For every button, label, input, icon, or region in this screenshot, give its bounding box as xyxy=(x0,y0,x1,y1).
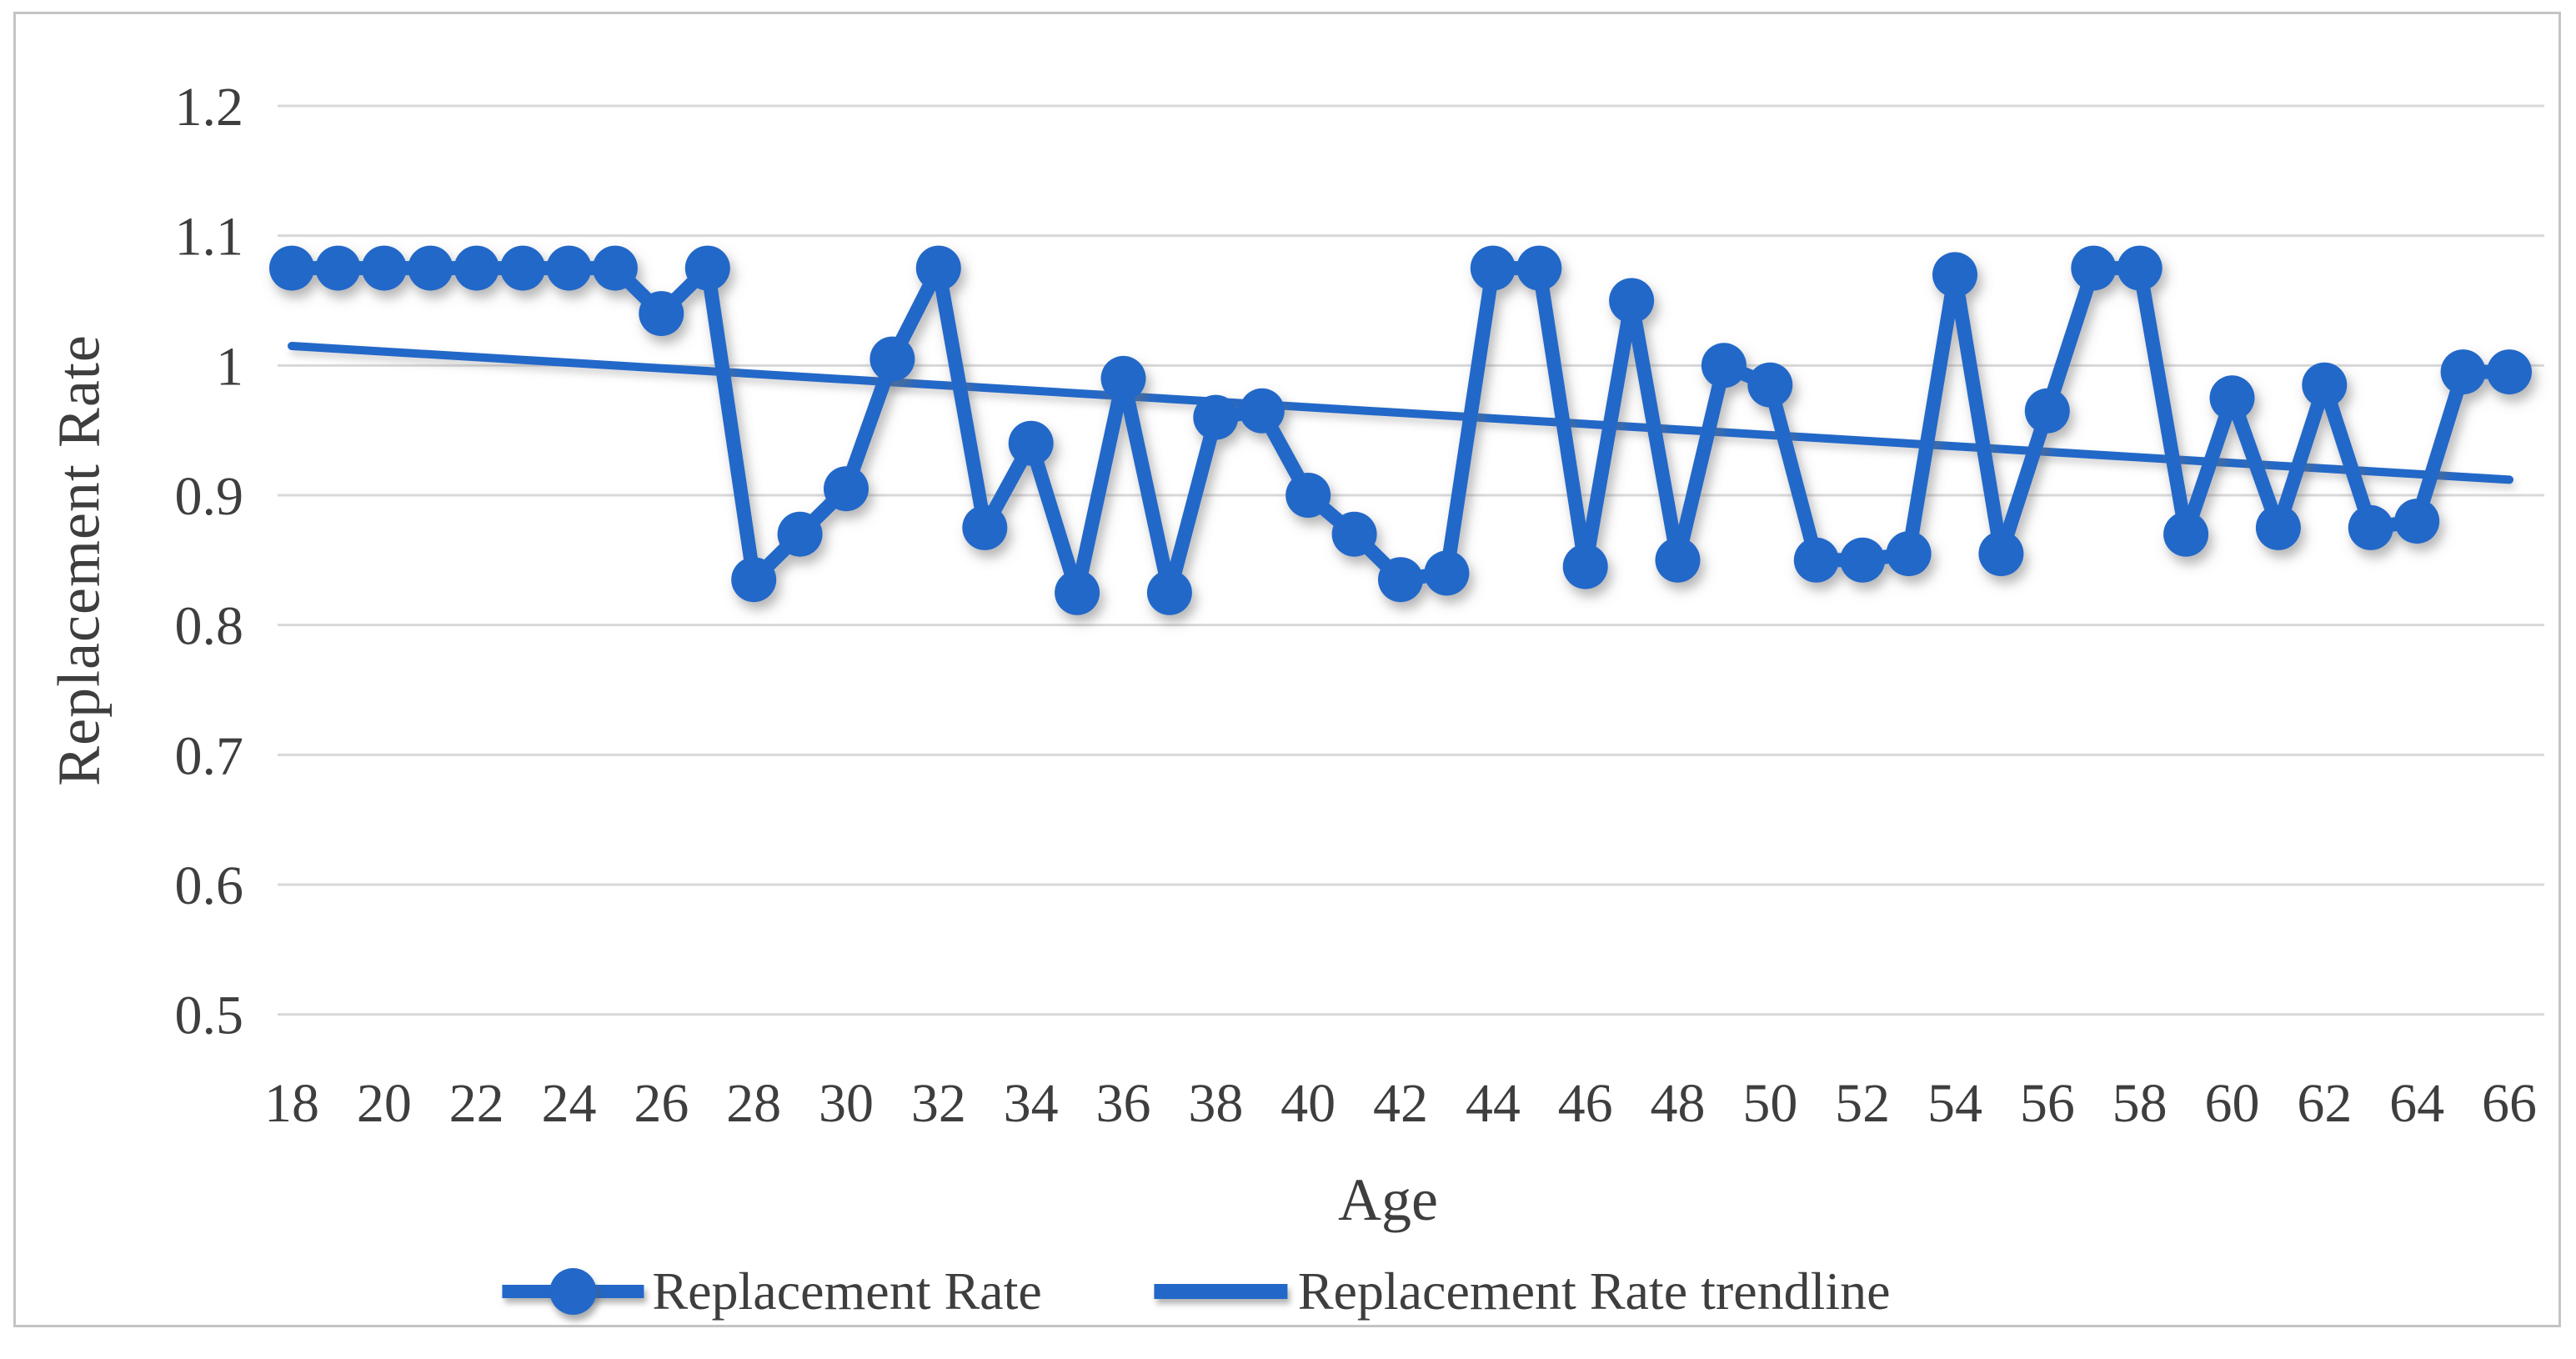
series-marker xyxy=(2071,245,2117,291)
series-marker xyxy=(1932,252,1977,298)
series-marker xyxy=(915,245,961,291)
y-axis-title: Replacement Rate xyxy=(45,334,113,786)
x-tick-label: 50 xyxy=(1742,1073,1797,1134)
series-marker xyxy=(1516,245,1562,291)
x-tick-label: 26 xyxy=(634,1073,689,1134)
series-marker xyxy=(1793,537,1839,583)
legend-label-replacement-rate: Replacement Rate xyxy=(652,1261,1042,1321)
series-marker xyxy=(2209,375,2255,421)
y-tick-label: 1.2 xyxy=(175,77,244,138)
x-tick-label: 32 xyxy=(911,1073,966,1134)
trendline-series xyxy=(288,341,2514,484)
y-tick-label: 0.8 xyxy=(175,596,244,657)
x-tick-label: 24 xyxy=(542,1073,597,1134)
series-marker xyxy=(1378,557,1423,603)
x-tick-label: 22 xyxy=(449,1073,504,1134)
series-marker xyxy=(592,245,638,291)
series-marker xyxy=(2348,504,2393,550)
series-marker xyxy=(1978,531,2024,577)
series-marker xyxy=(1470,245,1516,291)
series-marker xyxy=(684,245,730,291)
x-tick-label: 52 xyxy=(1835,1073,1890,1134)
x-tick-label: 66 xyxy=(2482,1073,2537,1134)
series-marker xyxy=(870,336,915,382)
legend-item-trendline: Replacement Rate trendline xyxy=(1154,1261,1891,1322)
series-marker xyxy=(1424,550,1470,596)
y-axis-tick-labels: 1.2 1.1 1 0.9 0.8 0.7 0.6 0.5 xyxy=(175,77,244,1046)
series-marker xyxy=(500,245,546,291)
x-tick-label: 54 xyxy=(1927,1073,1982,1134)
y-tick-label: 0.6 xyxy=(175,855,244,916)
y-tick-label: 0.5 xyxy=(175,985,244,1046)
x-axis-tick-labels: 18 20 22 24 26 28 30 32 34 36 38 40 42 44 46 48 50 52 54 56… xyxy=(264,1073,2537,1134)
series-marker xyxy=(639,291,684,337)
series-marker xyxy=(546,245,592,291)
series-marker xyxy=(1747,362,1793,408)
x-tick-label: 34 xyxy=(1004,1073,1059,1134)
series-marker xyxy=(1609,278,1655,323)
series-marker xyxy=(1331,511,1377,557)
series-marker xyxy=(315,245,361,291)
series-marker xyxy=(1055,569,1100,615)
y-tick-label: 1 xyxy=(216,336,243,397)
x-tick-label: 64 xyxy=(2389,1073,2444,1134)
series-marker xyxy=(2255,504,2301,550)
series-marker xyxy=(2163,511,2209,557)
series-marker xyxy=(1886,531,1932,577)
trendline xyxy=(288,341,2514,484)
x-tick-label: 42 xyxy=(1373,1073,1428,1134)
series-marker xyxy=(2024,388,2070,434)
series-marker xyxy=(777,511,823,557)
legend-label-trendline: Replacement Rate trendline xyxy=(1297,1261,1891,1321)
y-tick-label: 0.9 xyxy=(175,466,244,527)
x-tick-label: 46 xyxy=(1558,1073,1613,1134)
line-with-marker-icon xyxy=(502,1267,644,1316)
series-marker xyxy=(1840,537,1886,583)
x-tick-label: 62 xyxy=(2297,1073,2352,1134)
x-tick-label: 60 xyxy=(2205,1073,2260,1134)
x-tick-label: 30 xyxy=(819,1073,874,1134)
x-tick-label: 18 xyxy=(264,1073,319,1134)
series-marker xyxy=(1285,473,1331,518)
y-tick-label: 1.1 xyxy=(175,207,244,268)
series-marker xyxy=(1239,388,1285,434)
series-marker xyxy=(2394,499,2440,544)
y-tick-label: 0.7 xyxy=(175,725,244,786)
replacement-rate-series xyxy=(269,245,2532,615)
x-tick-label: 28 xyxy=(726,1073,781,1134)
x-tick-label: 20 xyxy=(357,1073,412,1134)
series-marker xyxy=(824,466,869,512)
legend-item-replacement-rate: Replacement Rate xyxy=(502,1261,1042,1322)
x-tick-label: 48 xyxy=(1651,1073,1706,1134)
series-marker xyxy=(1100,355,1146,401)
x-tick-label: 56 xyxy=(2020,1073,2075,1134)
series-marker xyxy=(269,245,314,291)
x-tick-label: 40 xyxy=(1280,1073,1336,1134)
series-marker xyxy=(2487,349,2532,395)
series-marker xyxy=(962,504,1008,550)
series-marker xyxy=(361,245,407,291)
series-marker xyxy=(1655,537,1701,583)
series-marker xyxy=(1146,569,1192,615)
series-marker xyxy=(1193,394,1239,440)
legend: Replacement Rate Replacement Rate trendl… xyxy=(502,1261,1891,1322)
chart-frame xyxy=(13,12,2561,1327)
x-axis-title: Age xyxy=(1338,1166,1438,1233)
series-marker xyxy=(1562,544,1608,589)
series-marker xyxy=(731,557,777,603)
series-marker xyxy=(2302,362,2348,408)
series-marker xyxy=(408,245,454,291)
series-marker xyxy=(1701,343,1747,389)
series-marker xyxy=(2117,245,2163,291)
x-tick-label: 58 xyxy=(2112,1073,2168,1134)
x-tick-label: 36 xyxy=(1096,1073,1151,1134)
x-tick-label: 44 xyxy=(1466,1073,1521,1134)
series-marker xyxy=(1008,420,1054,466)
line-icon xyxy=(1154,1284,1288,1299)
series-marker xyxy=(2440,349,2486,395)
gridlines xyxy=(278,104,2544,1016)
x-tick-label: 38 xyxy=(1188,1073,1243,1134)
series-marker xyxy=(454,245,499,291)
